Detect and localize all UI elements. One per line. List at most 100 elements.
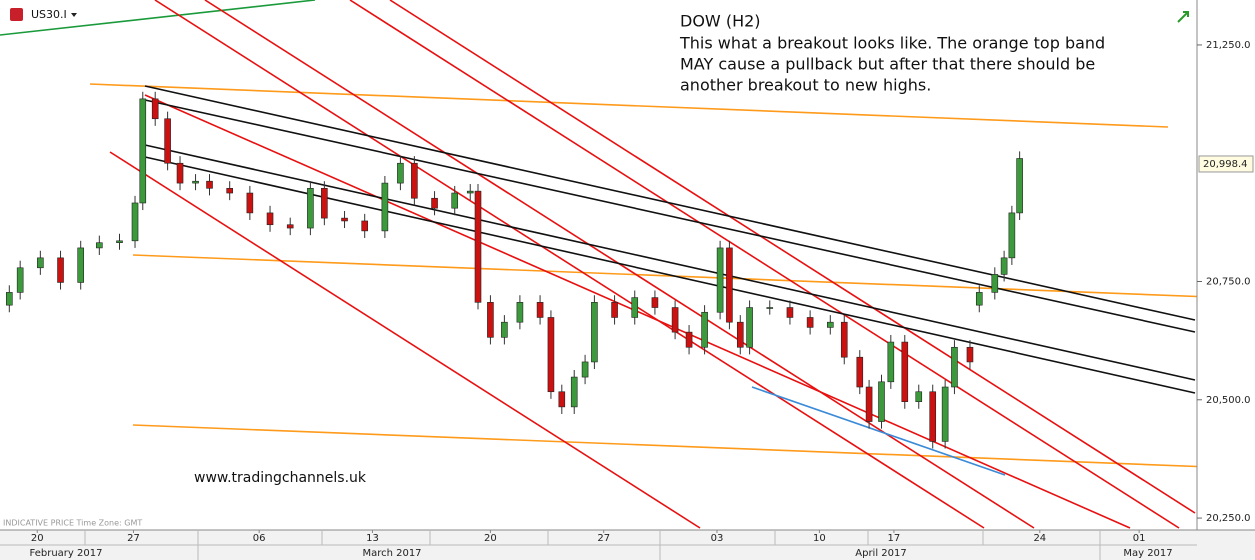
candle-body — [451, 192, 459, 209]
candle-body — [746, 307, 753, 348]
month-label: April 2017 — [855, 548, 906, 559]
candle-body — [474, 190, 482, 303]
candle-body — [139, 98, 147, 204]
trend-line — [89, 83, 1169, 128]
candle-body — [266, 212, 274, 226]
candle-body — [951, 346, 958, 388]
candle-body — [685, 331, 693, 348]
candle-body — [806, 317, 814, 328]
candle-body — [826, 321, 834, 328]
month-label: May 2017 — [1123, 548, 1172, 559]
candle-body — [411, 162, 418, 199]
footer: INDICATIVE PRICE Time Zone: GMT — [3, 519, 142, 528]
watermark: www.tradingchannels.uk — [194, 470, 367, 486]
candle-body — [840, 321, 848, 358]
candle-body — [286, 224, 294, 229]
candle-body — [246, 192, 254, 214]
candle-body — [941, 386, 949, 442]
candle-body — [865, 386, 873, 422]
candle-body — [915, 391, 923, 402]
candle-body — [37, 257, 44, 269]
x-tick-label: 24 — [1033, 533, 1046, 544]
candle-body — [701, 311, 708, 348]
candle-body — [856, 356, 864, 388]
x-tick-label: 01 — [1133, 533, 1146, 544]
candle-body — [487, 302, 494, 338]
candle-body — [431, 197, 438, 209]
symbol[interactable]: US30.I — [31, 8, 67, 21]
last-price-box — [1198, 155, 1254, 173]
trend-line — [144, 85, 1196, 321]
candle-body — [341, 217, 348, 222]
trend-icon[interactable] — [1177, 11, 1189, 23]
x-tick-label: 03 — [711, 533, 724, 544]
candle-body — [878, 381, 885, 422]
candle-body — [226, 188, 233, 194]
candle-body — [77, 247, 85, 283]
trend-line — [389, 0, 1196, 514]
candle-body — [307, 188, 314, 229]
annotation: another breakout to new highs. — [680, 76, 931, 95]
x-tick-label: 17 — [888, 533, 901, 544]
candle-body — [466, 190, 474, 194]
candle-body — [547, 317, 555, 393]
candle-body — [570, 376, 578, 408]
symbol-dropdown[interactable] — [71, 13, 77, 17]
candle-body — [887, 341, 895, 383]
x-tick-label: 06 — [253, 533, 266, 544]
candle-body — [397, 162, 404, 184]
last-price-label: 20,998.4 — [1203, 159, 1248, 170]
trend-line — [0, 0, 316, 36]
candle-body — [6, 292, 13, 306]
candle-body — [766, 307, 774, 309]
candle-body — [164, 118, 171, 164]
annotation: This what a breakout looks like. The ora… — [679, 34, 1105, 53]
candle-body — [116, 240, 123, 244]
trend-line — [144, 144, 1196, 381]
candle-body — [536, 302, 544, 318]
candle-body — [991, 274, 999, 293]
trend-line — [154, 0, 985, 529]
candle-body — [151, 98, 159, 120]
y-tick-label: 20,750.0 — [1206, 277, 1251, 288]
month-label: February 2017 — [30, 548, 103, 559]
y-axis-panel — [1197, 0, 1255, 560]
candle-body — [726, 247, 733, 323]
candle-body — [192, 180, 199, 184]
y-tick-label: 20,500.0 — [1206, 395, 1251, 406]
candle-body — [206, 180, 213, 189]
candle-body — [176, 162, 184, 184]
candle-body — [321, 188, 328, 219]
annotation: MAY cause a pullback but after that ther… — [680, 55, 1095, 74]
plot-area — [0, 0, 1197, 529]
symbol-icon[interactable] — [10, 8, 23, 21]
candle-body — [966, 346, 974, 363]
candles — [6, 91, 1023, 449]
chart-title: DOW (H2) — [680, 12, 761, 31]
trend-line — [109, 151, 701, 529]
candle-body — [381, 182, 389, 232]
candle-body — [901, 341, 909, 402]
trend-lines — [0, 0, 1211, 529]
candle-body — [591, 302, 598, 363]
x-axis-cells — [84, 530, 1101, 560]
x-tick-label: 27 — [127, 533, 140, 544]
x-tick-label: 20 — [31, 533, 44, 544]
candle-body — [631, 297, 639, 318]
candle-body — [1016, 158, 1023, 214]
candle-body — [975, 292, 983, 306]
x-tick-label: 10 — [813, 533, 826, 544]
x-tick-label: 27 — [597, 533, 610, 544]
candle-body — [501, 321, 508, 338]
candle-body — [558, 391, 566, 408]
trend-line — [144, 156, 1196, 394]
candle-body — [516, 302, 524, 323]
candle-body — [671, 307, 679, 333]
trend-line — [349, 0, 1180, 529]
candle-body — [611, 302, 618, 318]
candle-body — [736, 321, 744, 348]
candle-body — [57, 257, 64, 283]
trend-line — [144, 99, 1196, 333]
